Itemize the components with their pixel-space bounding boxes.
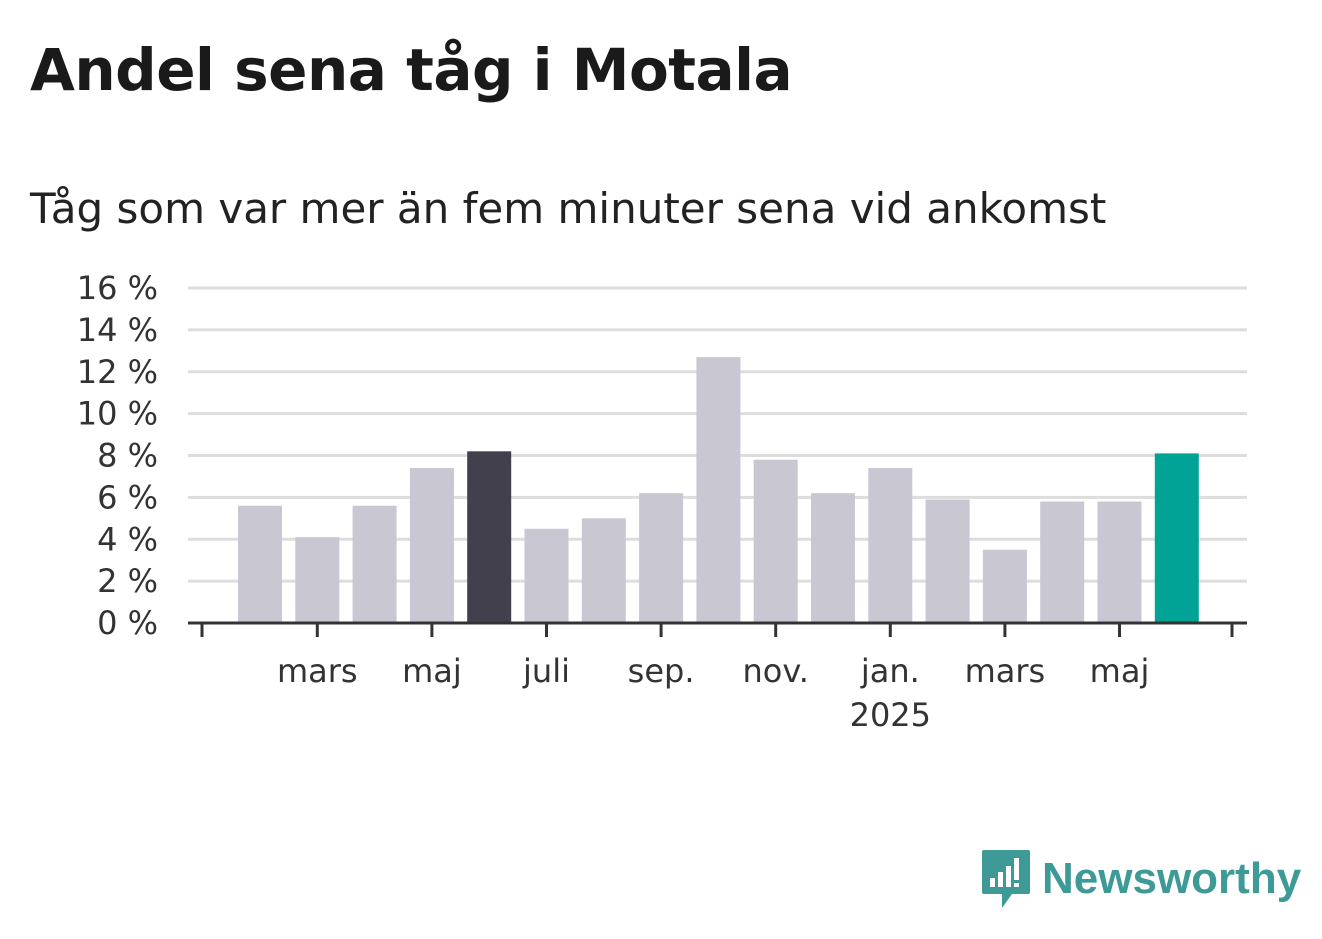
bar-2025-03 [982, 549, 1027, 623]
bar-2025-01 [868, 468, 913, 623]
bar-2024-08 [581, 518, 626, 623]
y-tick-label: 0 % [97, 604, 158, 642]
newsworthy-logo: Newsworthy [980, 848, 1301, 910]
bar-2024-04 [352, 505, 397, 623]
y-tick-label: 12 % [77, 353, 158, 391]
bar-2024-03 [295, 537, 340, 623]
bar-2025-05 [1097, 501, 1142, 623]
bar-2024-09 [639, 493, 684, 623]
bar-2024-10 [696, 357, 741, 623]
x-axis [188, 621, 1247, 637]
x-tick-label: maj [402, 652, 462, 690]
bar-2024-05 [409, 468, 454, 623]
x-tick-label: maj [1090, 652, 1150, 690]
x-tick-year-label: 2025 [850, 696, 931, 734]
x-tick-label: mars [277, 652, 358, 690]
x-tick-label: mars [965, 652, 1046, 690]
bar-2025-06 [1154, 453, 1199, 623]
y-tick-label: 2 % [97, 562, 158, 600]
bar-2024-06 [467, 451, 512, 623]
y-tick-label: 8 % [97, 437, 158, 475]
y-tick-label: 6 % [97, 478, 158, 516]
x-tick-label: juli [522, 652, 570, 690]
bar-2024-07 [524, 528, 569, 623]
newsworthy-logo-icon [982, 850, 1030, 908]
bar-chart: 0 % 2 % 4 % 6 %8 % 10 % 12 % 14 % 16 % mars maj j… [77, 269, 1247, 734]
y-tick-label: 4 % [97, 520, 158, 558]
bar-2024-02 [238, 505, 282, 623]
chart-title: Andel sena tåg i Motala [30, 36, 793, 104]
y-tick-label: 16 % [77, 269, 158, 307]
y-tick-label: 14 % [77, 311, 158, 349]
y-tick-label: 10 % [77, 395, 158, 433]
bars [238, 357, 1199, 623]
x-axis-labels: mars maj juli sep. nov. jan. 2025 mars maj [277, 652, 1149, 734]
bar-2024-12 [811, 493, 855, 623]
newsworthy-logo-text: Newsworthy [1042, 854, 1302, 903]
bar-2024-11 [753, 459, 798, 623]
x-tick-label: nov. [742, 652, 808, 690]
chart-subtitle: Tåg som var mer än fem minuter sena vid … [30, 184, 1107, 233]
x-tick-label: sep. [628, 652, 695, 690]
bar-2025-02 [925, 499, 970, 623]
y-axis-labels: 0 % 2 % 4 % 6 %8 % 10 % 12 % 14 % 16 % [77, 269, 158, 642]
x-tick-label: jan. [860, 652, 920, 690]
bar-2025-04 [1040, 501, 1085, 623]
